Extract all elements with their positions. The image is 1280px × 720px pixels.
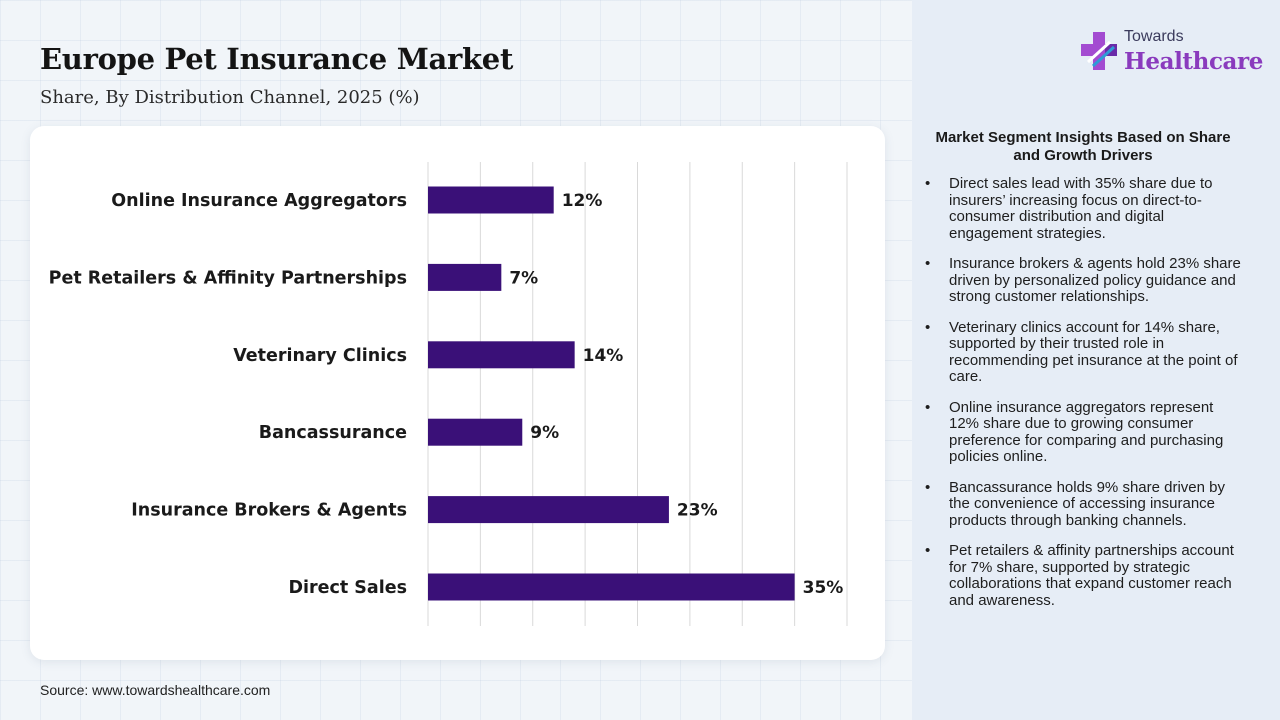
bar <box>428 263 502 291</box>
logo-top-text: Towards <box>1124 28 1184 45</box>
insight-item: Direct sales lead with 35% share due to … <box>922 175 1242 242</box>
category-label: Bancassurance <box>259 423 407 443</box>
data-label: 9% <box>530 423 559 443</box>
page-subtitle: Share, By Distribution Channel, 2025 (%) <box>40 87 420 108</box>
data-label: 23% <box>677 501 718 521</box>
insight-item: Insurance brokers & agents hold 23% shar… <box>922 255 1242 306</box>
data-label: 14% <box>583 346 624 366</box>
bar <box>428 418 523 446</box>
logo-main-text: Healthcare <box>1124 48 1264 75</box>
bar <box>428 186 554 214</box>
category-label: Pet Retailers & Affinity Partnerships <box>49 268 407 288</box>
plus-cross-icon <box>1081 32 1117 70</box>
insight-item: Pet retailers & affinity partnerships ac… <box>922 542 1242 609</box>
insights-title: Market Segment Insights Based on Share a… <box>935 129 1231 164</box>
category-label: Veterinary Clinics <box>233 346 407 366</box>
data-label: 35% <box>803 578 844 598</box>
chart-card: Online Insurance Aggregators 12% Pet Retai… <box>30 126 885 660</box>
bar <box>428 573 795 601</box>
bar <box>428 341 575 369</box>
bar-chart: Online Insurance Aggregators 12% Pet Retai… <box>49 162 848 626</box>
page-title: Europe Pet Insurance Market <box>40 42 514 76</box>
data-label: 7% <box>509 268 538 288</box>
category-label: Online Insurance Aggregators <box>111 191 407 211</box>
insight-item: Veterinary clinics account for 14% share… <box>922 319 1242 386</box>
source-note: Source: www.towardshealthcare.com <box>40 682 271 698</box>
insights-list: Direct sales lead with 35% share due to … <box>922 175 1242 623</box>
brand-logo: Towards Healthcare <box>1080 28 1264 78</box>
data-label: 12% <box>562 191 603 211</box>
category-label: Direct Sales <box>288 578 407 598</box>
insight-item: Online insurance aggregators represent 1… <box>922 399 1242 466</box>
category-label: Insurance Brokers & Agents <box>131 501 407 521</box>
insight-item: Bancassurance holds 9% share driven by t… <box>922 479 1242 530</box>
bar <box>428 496 669 524</box>
